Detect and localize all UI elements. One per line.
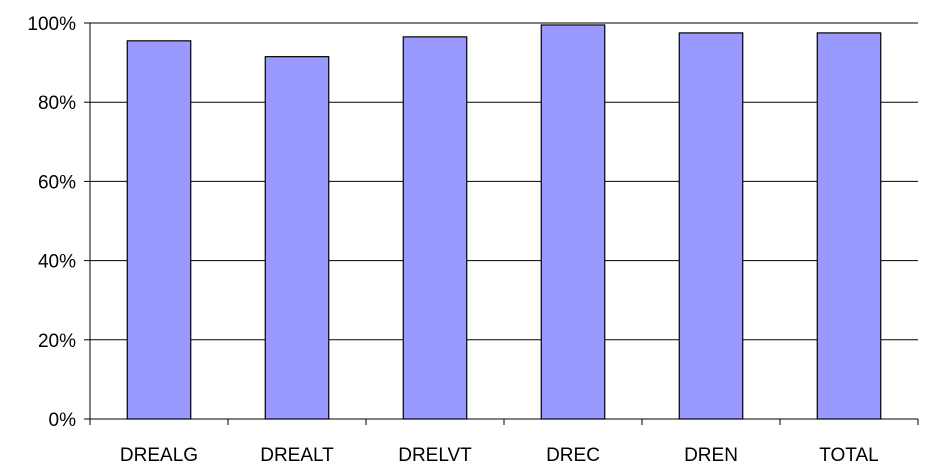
- y-tick-label: 100%: [27, 14, 76, 35]
- bar-total: [816, 32, 882, 420]
- y-tick-label: 20%: [38, 331, 76, 352]
- x-tick-label: DREC: [546, 445, 600, 464]
- bar-drelvt: [402, 36, 468, 420]
- x-tick-label: DREN: [684, 445, 738, 464]
- bars: [126, 24, 882, 420]
- bar-drealg: [126, 40, 192, 420]
- x-tick-labels: DREALG DREALT DRELVT DREC DREN TOTAL: [120, 445, 879, 464]
- y-tick-label: 80%: [38, 93, 76, 114]
- gridlines: [90, 22, 918, 341]
- x-tick-label: DRELVT: [398, 445, 472, 464]
- y-tick-label: 0%: [49, 410, 77, 431]
- bar-drealt: [264, 56, 330, 420]
- bar-dren: [678, 32, 744, 420]
- axes: [84, 22, 919, 425]
- x-tick-label: DREALG: [120, 445, 198, 464]
- y-tick-labels: 0% 20% 40% 60% 80% 100%: [27, 14, 76, 431]
- y-tick-label: 60%: [38, 172, 76, 193]
- x-tick-label: TOTAL: [819, 445, 878, 464]
- x-tick-label: DREALT: [260, 445, 334, 464]
- y-tick-label: 40%: [38, 252, 76, 273]
- bar-drec: [540, 24, 606, 420]
